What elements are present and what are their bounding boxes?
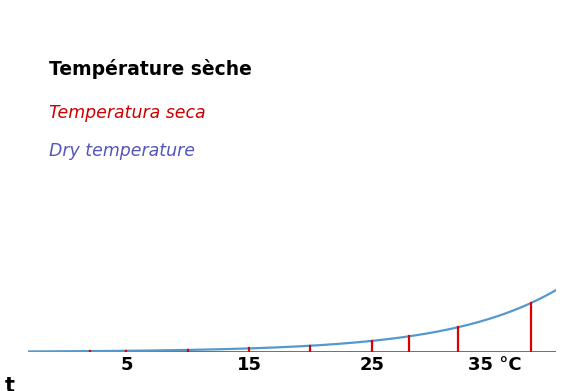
- Text: Temperatura seca: Temperatura seca: [49, 104, 206, 122]
- Text: Dry temperature: Dry temperature: [49, 142, 196, 160]
- Text: Température sèche: Température sèche: [49, 59, 252, 79]
- Text: t: t: [5, 376, 15, 391]
